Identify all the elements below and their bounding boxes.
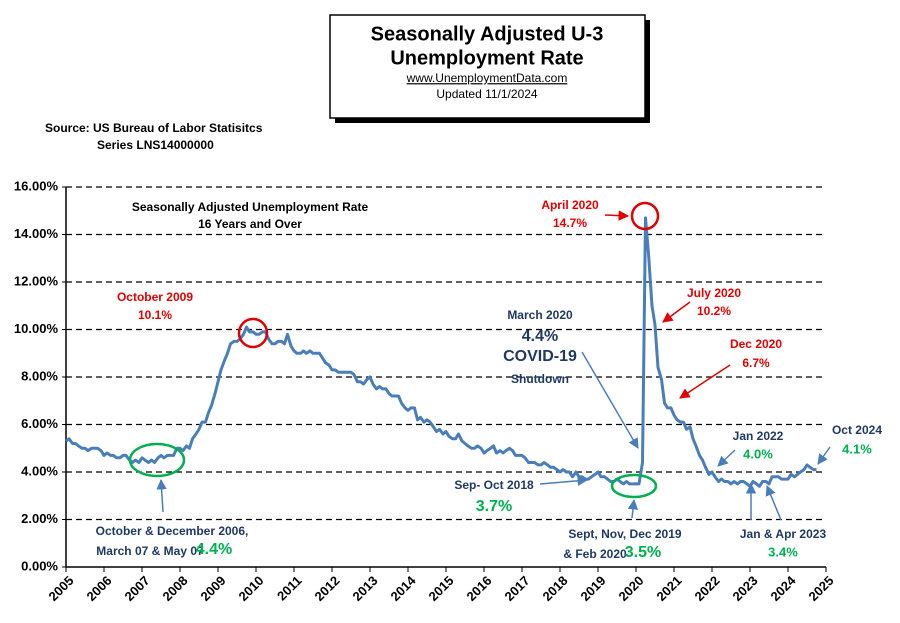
x-tick-label: 2016 (463, 573, 494, 604)
highlight-ellipse (128, 442, 186, 478)
annotation: Sep- Oct 2018 (454, 478, 534, 492)
arrow (765, 485, 782, 521)
x-tick-label: 2018 (539, 573, 570, 604)
x-tick-label: 2005 (45, 573, 76, 604)
annotation: October & December 2006, (96, 524, 249, 538)
source: Series LNS14000000 (97, 138, 214, 152)
y-tick-label: 8.00% (21, 368, 58, 383)
x-tick-label: 2013 (349, 573, 380, 604)
x-tick-label: 2024 (767, 572, 799, 604)
y-tick-label: 2.00% (21, 511, 58, 526)
annotation: 3.5% (625, 544, 661, 561)
x-tick-label: 2022 (691, 573, 722, 604)
x-tick-label: 2019 (577, 573, 608, 604)
x-tick-label: 2017 (501, 573, 532, 604)
x-tick-label: 2011 (274, 573, 305, 604)
highlight-circle (237, 317, 269, 349)
arrow (539, 475, 589, 487)
line-series (65, 216, 817, 488)
annotation: 3.4% (768, 544, 798, 559)
subtitle: www.UnemploymentData.com (406, 71, 568, 85)
x-tick-label: 2021 (653, 573, 684, 604)
x-tick-label: 2010 (235, 573, 266, 604)
annotation: Dec 2020 (730, 337, 782, 351)
chart-title: Unemployment Rate (390, 47, 583, 69)
annotation: 10.1% (138, 308, 172, 322)
annotation: 4.4% (196, 541, 232, 558)
arrow (581, 351, 639, 449)
arrow (156, 478, 167, 513)
arrow (817, 446, 831, 465)
annotation: March 2020 (507, 308, 573, 322)
arrow (717, 449, 736, 467)
title-box (329, 14, 646, 119)
y-tick-label: 14.00% (14, 226, 59, 241)
annotation: March 07 & May 07 (96, 544, 204, 558)
y-tick-label: 6.00% (21, 416, 58, 431)
highlight-ellipse (610, 473, 658, 499)
highlight-circle (630, 201, 660, 231)
chart-title: Seasonally Adjusted U-3 (371, 23, 604, 45)
x-tick-label: 2020 (615, 573, 646, 604)
x-tick-label: 2025 (805, 573, 836, 604)
annotation: Seasonally Adjusted Unemployment Rate (132, 200, 369, 214)
x-tick-label: 2008 (159, 573, 190, 604)
subtitle: Updated 11/1/2024 (436, 87, 538, 101)
annotation: 4.1% (842, 441, 872, 456)
arrow (679, 364, 731, 399)
highlights (128, 201, 660, 499)
annotation: 16 Years and Over (198, 217, 302, 231)
y-tick-label: 0.00% (21, 558, 58, 573)
annotation: 4.4% (522, 328, 558, 345)
arrow (627, 498, 639, 519)
annotation: October 2009 (117, 290, 193, 304)
y-tick-label: 16.00% (14, 178, 59, 193)
annotation: Jan 2022 (733, 429, 784, 443)
x-tick-label: 2006 (83, 573, 114, 604)
arrow (604, 210, 630, 221)
x-tick-label: 2014 (387, 572, 419, 604)
x-tick-label: 2023 (729, 573, 760, 604)
annotation: April 2020 (541, 198, 599, 212)
x-tick-label: 2015 (425, 573, 456, 604)
x-tick-label: 2012 (311, 573, 342, 604)
x-tick-label: 2007 (121, 573, 152, 604)
annotation: 6.7% (742, 356, 770, 370)
annotation: Jan & Apr 2023 (740, 527, 827, 541)
annotation: 4.0% (743, 446, 773, 461)
annotation: & Feb 2020 (563, 547, 627, 561)
y-tick-label: 4.00% (21, 463, 58, 478)
annotation: 10.2% (697, 304, 731, 318)
y-tick-label: 10.00% (14, 321, 59, 336)
annotation: Sept, Nov, Dec 2019 (568, 527, 681, 541)
annotation: COVID-19 (503, 348, 577, 365)
annotation: Shutdown (511, 372, 569, 386)
plot: 0.00% 2.00% 4.00% 6.00% 8.00% 10.00% 12.00% 14.… (14, 178, 837, 604)
y-tick-label: 12.00% (14, 273, 59, 288)
x-tick-label: 2009 (197, 573, 228, 604)
annotation: Oct 2024 (832, 423, 882, 437)
arrow (662, 301, 691, 323)
source: Source: US Bureau of Labor Statisitcs (45, 121, 263, 135)
annotation: July 2020 (687, 286, 741, 300)
annotation: 3.7% (476, 498, 512, 515)
annotation: 14.7% (553, 216, 587, 230)
arrows (156, 210, 831, 521)
